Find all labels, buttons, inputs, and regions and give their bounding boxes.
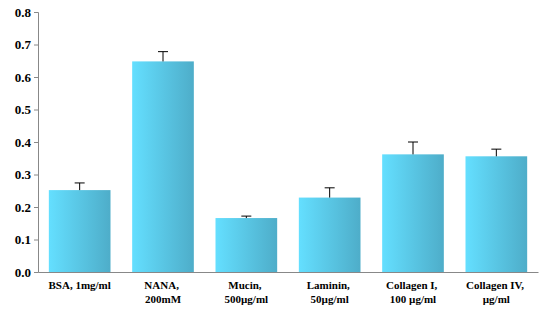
- y-tick: 0.5: [15, 102, 38, 117]
- y-tick: 0.3: [15, 167, 38, 182]
- bar: [132, 61, 194, 272]
- y-tick-label: 0.6: [15, 70, 32, 85]
- y-tick-label: 0.4: [15, 135, 32, 150]
- x-tick: NANA, 200mM: [144, 272, 181, 305]
- y-tick-label: 0.0: [15, 265, 31, 280]
- y-axis-line: [34, 13, 39, 273]
- x-axis: BSA, 1mg/ml NANA, 200mM Mucin, 500µg/ml Lam…: [39, 272, 539, 305]
- x-tick-label: Collagen I, 100 µg/ml: [386, 279, 440, 304]
- y-tick-label: 0.8: [15, 5, 32, 20]
- error-bar: [75, 183, 85, 190]
- x-tick: BSA, 1mg/ml: [48, 272, 110, 291]
- y-tick-mark: [34, 45, 38, 46]
- error-bar: [158, 52, 168, 62]
- error-bars: [75, 52, 502, 218]
- error-bar: [408, 142, 418, 154]
- y-tick-mark: [34, 240, 38, 241]
- y-tick: 0.8: [15, 5, 38, 20]
- y-tick: 0.4: [15, 135, 38, 150]
- bar: [299, 198, 361, 272]
- bar: [382, 154, 444, 272]
- x-tick: Laminin, 50µg/ml: [307, 272, 353, 305]
- error-bar: [491, 149, 501, 156]
- x-tick: Collagen IV, µg/ml: [466, 272, 527, 305]
- y-tick-mark: [34, 207, 38, 208]
- y-tick-label: 0.5: [15, 102, 32, 117]
- error-bar: [325, 188, 335, 198]
- x-tick-label: NANA, 200mM: [144, 279, 181, 304]
- y-tick: 0.2: [15, 200, 38, 215]
- x-tick-label: Laminin, 50µg/ml: [307, 279, 353, 304]
- y-tick-mark: [34, 142, 38, 143]
- y-tick-mark: [34, 110, 38, 111]
- chart: 0.0 0.1 0.2 0.3 0.4 0.5 0.6 0.7 0.8 BSA, 1mg/ml NA…: [0, 0, 546, 322]
- x-tick-label: BSA, 1mg/ml: [48, 279, 110, 291]
- y-tick-mark: [34, 12, 38, 13]
- x-tick: Collagen I, 100 µg/ml: [386, 272, 440, 305]
- y-tick-mark: [34, 175, 38, 176]
- plot: 0.0 0.1 0.2 0.3 0.4 0.5 0.6 0.7 0.8 BSA, 1mg/ml NA…: [15, 5, 539, 305]
- x-tick: Mucin, 500µg/ml: [225, 272, 269, 305]
- bar: [49, 190, 111, 272]
- bar: [216, 218, 278, 272]
- y-axis: 0.0 0.1 0.2 0.3 0.4 0.5 0.6 0.7 0.8: [15, 5, 39, 280]
- x-tick-label: Mucin, 500µg/ml: [225, 279, 269, 304]
- bar: [466, 156, 528, 272]
- y-tick-label: 0.3: [15, 167, 32, 182]
- y-tick-label: 0.1: [15, 232, 31, 247]
- y-tick: 0.7: [15, 37, 38, 52]
- x-tick-label: Collagen IV, µg/ml: [466, 279, 527, 304]
- y-tick-label: 0.7: [15, 37, 32, 52]
- y-tick-label: 0.2: [15, 200, 31, 215]
- y-tick: 0.6: [15, 70, 38, 85]
- bars: [49, 52, 527, 272]
- error-bar: [241, 216, 251, 218]
- y-tick: 0.1: [15, 232, 38, 247]
- x-axis-line: [39, 272, 539, 273]
- y-tick-mark: [34, 272, 38, 273]
- y-tick: 0.0: [15, 265, 38, 280]
- y-tick-mark: [34, 77, 38, 78]
